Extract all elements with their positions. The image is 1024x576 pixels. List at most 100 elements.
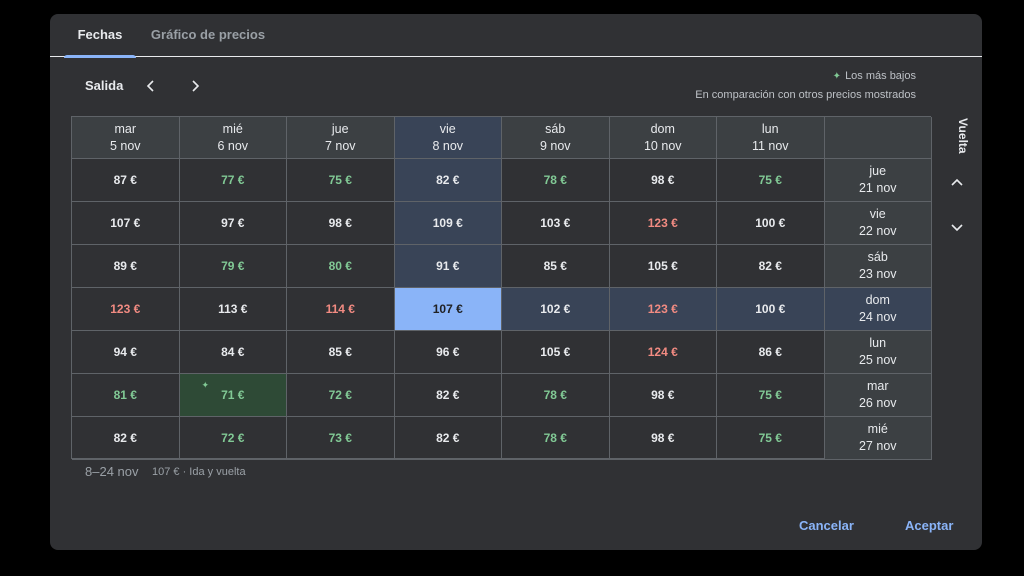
price-value: 75 € [758, 431, 782, 445]
price-cell[interactable]: 84 € [179, 331, 287, 374]
column-date: 8 nov [432, 138, 464, 153]
price-value: 98 € [651, 173, 675, 187]
price-cell[interactable]: 98 € [287, 202, 395, 245]
column-header: lun 11 nov [717, 117, 825, 159]
price-value: 123 € [647, 302, 678, 316]
price-cell[interactable]: 85 € [287, 331, 395, 374]
price-cell[interactable]: 75 € [717, 417, 825, 460]
price-cell[interactable]: 78 € [502, 374, 610, 417]
price-cell[interactable]: 72 € [179, 417, 287, 460]
price-cell[interactable]: 82 € [394, 159, 502, 202]
price-cell[interactable]: 107 € [72, 202, 180, 245]
price-cell[interactable]: 113 € [179, 288, 287, 331]
price-cell[interactable]: 86 € [717, 331, 825, 374]
price-cell[interactable]: 82 € [72, 417, 180, 460]
price-cell[interactable]: 123 € [72, 288, 180, 331]
price-value: 75 € [758, 388, 782, 402]
price-value: 86 € [758, 345, 782, 359]
price-cell[interactable]: 98 € [609, 417, 717, 460]
row-header: jue 21 nov [824, 159, 932, 202]
price-cell[interactable]: 78 € [502, 159, 610, 202]
price-grid: mar 5 nov mié 6 nov jue 7 nov vie 8 nov sáb 9 nov… [71, 116, 932, 460]
price-value: 77 € [221, 173, 245, 187]
price-cell[interactable]: 98 € [609, 159, 717, 202]
column-day: jue [331, 121, 349, 136]
price-cell[interactable]: 102 € [502, 288, 610, 331]
price-cell[interactable]: 77 € [179, 159, 287, 202]
date-picker-dialog: Fechas Gráfico de precios Salida ✦ Los m… [50, 14, 982, 550]
price-cell[interactable]: 97 € [179, 202, 287, 245]
row-day: sáb [867, 250, 888, 264]
price-cell[interactable]: ✦ 71 € [179, 374, 287, 417]
tab-grafico-precios[interactable]: Gráfico de precios [150, 27, 266, 42]
price-value: 109 € [432, 216, 463, 230]
price-cell[interactable]: 78 € [502, 417, 610, 460]
price-cell[interactable]: 123 € [609, 288, 717, 331]
price-cell[interactable]: 81 € [72, 374, 180, 417]
price-value: 89 € [113, 259, 137, 273]
price-value: 94 € [113, 345, 137, 359]
column-day: lun [761, 121, 779, 136]
cancel-button[interactable]: Cancelar [799, 518, 854, 533]
price-cell[interactable]: 82 € [717, 245, 825, 288]
price-value: 124 € [647, 345, 678, 359]
price-cell[interactable]: 89 € [72, 245, 180, 288]
price-value: 123 € [110, 302, 141, 316]
price-value: 98 € [328, 216, 352, 230]
row-date: 22 nov [858, 224, 897, 238]
price-cell[interactable]: 79 € [179, 245, 287, 288]
tab-fechas[interactable]: Fechas [64, 14, 136, 58]
price-value: 96 € [436, 345, 460, 359]
previous-week-button[interactable] [139, 74, 163, 98]
price-cell[interactable]: 124 € [609, 331, 717, 374]
price-cell[interactable]: 109 € [394, 202, 502, 245]
price-value: 80 € [328, 259, 352, 273]
column-date: 7 nov [324, 138, 356, 153]
price-value: 105 € [647, 259, 678, 273]
price-value: 79 € [221, 259, 245, 273]
price-cell[interactable]: 73 € [287, 417, 395, 460]
row-header: mié 27 nov [824, 417, 932, 460]
accept-button[interactable]: Aceptar [905, 518, 954, 533]
price-cell[interactable]: 114 € [287, 288, 395, 331]
tab-bar: Fechas Gráfico de precios [50, 14, 982, 58]
price-cell[interactable]: 96 € [394, 331, 502, 374]
column-date: 9 nov [539, 138, 571, 153]
price-cell[interactable]: 105 € [502, 331, 610, 374]
price-cell[interactable]: 75 € [287, 159, 395, 202]
price-value: 78 € [543, 431, 567, 445]
price-value: 114 € [325, 302, 355, 316]
row-header: vie 22 nov [824, 202, 932, 245]
price-cell[interactable]: 123 € [609, 202, 717, 245]
next-week-button[interactable] [183, 74, 207, 98]
price-cell[interactable]: 82 € [394, 374, 502, 417]
price-cell[interactable]: 98 € [609, 374, 717, 417]
price-cell[interactable]: 103 € [502, 202, 610, 245]
price-cell[interactable]: 72 € [287, 374, 395, 417]
price-cell[interactable]: 100 € [717, 288, 825, 331]
previous-return-week-button[interactable] [946, 172, 968, 194]
price-cell[interactable]: 82 € [394, 417, 502, 460]
price-cell[interactable]: 87 € [72, 159, 180, 202]
price-value: 97 € [221, 216, 245, 230]
price-value: 82 € [758, 259, 782, 273]
price-cell[interactable]: 85 € [502, 245, 610, 288]
price-cell[interactable]: 75 € [717, 159, 825, 202]
price-cell[interactable]: 75 € [717, 374, 825, 417]
price-cell[interactable]: 105 € [609, 245, 717, 288]
price-cell[interactable]: 91 € [394, 245, 502, 288]
column-day: mar [114, 121, 137, 136]
price-cell[interactable]: 100 € [717, 202, 825, 245]
price-cell[interactable]: 107 € [394, 288, 502, 331]
row-day: jue [869, 164, 887, 178]
price-cell[interactable]: 94 € [72, 331, 180, 374]
price-value: 75 € [328, 173, 352, 187]
column-day: dom [650, 121, 675, 136]
column-date: 10 nov [643, 138, 682, 153]
next-return-week-button[interactable] [946, 216, 968, 238]
price-cell[interactable]: 80 € [287, 245, 395, 288]
column-date: 5 nov [109, 138, 141, 153]
legend-lowest: ✦ Los más bajos [833, 70, 916, 82]
sparkle-icon: ✦ [201, 380, 210, 390]
price-value: 100 € [755, 302, 786, 316]
